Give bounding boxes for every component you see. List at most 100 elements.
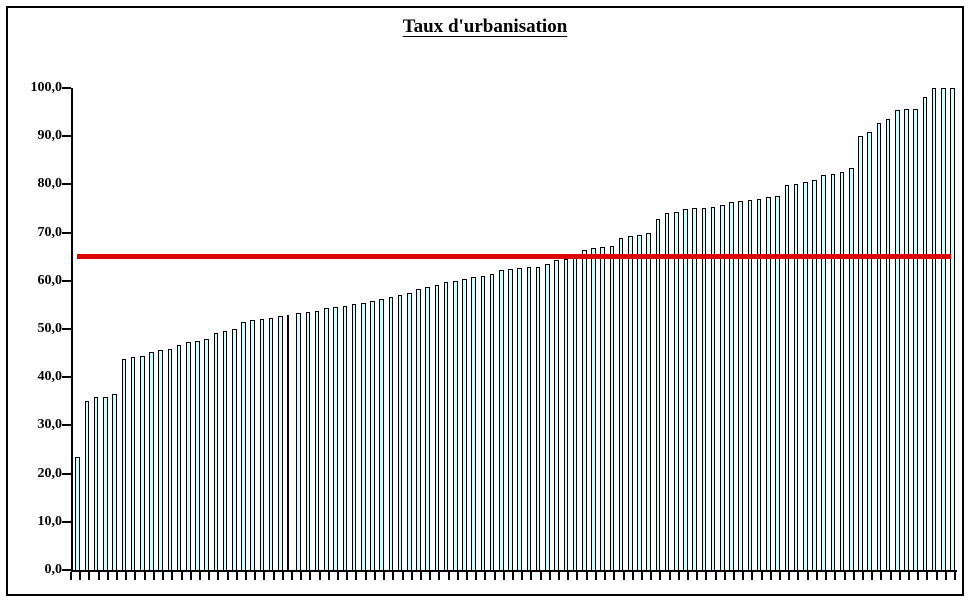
y-axis-tick-mark [62, 328, 71, 330]
x-axis-tick-mark [926, 572, 929, 580]
x-axis-tick-mark [493, 572, 496, 580]
x-axis-tick-mark [318, 572, 321, 580]
x-axis-tick-mark [447, 572, 450, 580]
x-axis-tick-mark [815, 572, 818, 580]
bar [149, 351, 154, 570]
bar [821, 175, 826, 570]
bar [416, 288, 421, 570]
bar [793, 184, 799, 570]
bar [701, 207, 707, 570]
bar [84, 401, 90, 570]
x-axis-tick-mark [567, 572, 570, 580]
x-axis-tick-mark [263, 572, 266, 580]
bar [895, 109, 900, 570]
x-axis-tick-mark [548, 572, 551, 580]
bar [406, 292, 412, 570]
bar [664, 213, 670, 570]
bar [627, 235, 633, 570]
bar [876, 123, 882, 570]
bar [462, 278, 467, 570]
bar [766, 197, 771, 570]
x-axis-tick-mark [594, 572, 597, 580]
x-axis-tick-mark [88, 572, 91, 580]
x-axis-tick-mark [217, 572, 220, 580]
bar [710, 206, 716, 570]
x-axis-tick-mark [419, 572, 422, 580]
x-axis-tick-mark [189, 572, 192, 580]
bar [581, 250, 587, 570]
x-axis-tick-mark [696, 572, 699, 580]
x-axis-tick-mark [539, 572, 542, 580]
x-axis-tick-mark [779, 572, 782, 580]
bar [232, 328, 237, 570]
bar [775, 196, 780, 570]
x-axis-tick-mark [281, 572, 284, 580]
x-axis-tick-mark [871, 572, 874, 580]
x-axis-tick-mark [355, 572, 358, 580]
x-axis-tick-mark [116, 572, 119, 580]
x-axis-tick-mark [714, 572, 717, 580]
bar [93, 397, 99, 570]
x-axis-tick-mark [622, 572, 625, 580]
x-axis-tick-mark [843, 572, 846, 580]
y-axis-tick-label: 0,0 [44, 562, 63, 577]
y-axis-tick-mark [62, 279, 71, 282]
x-axis-tick-mark [401, 572, 404, 580]
reference-line [77, 254, 951, 260]
y-axis-tick-label: 40,0 [37, 369, 63, 385]
x-axis-tick-mark [686, 572, 689, 580]
y-axis-tick-mark [62, 87, 71, 89]
bar [858, 135, 863, 570]
bar [480, 276, 486, 570]
bar [756, 198, 762, 570]
bar [121, 358, 127, 570]
chart-title: Taux d'urbanisation [0, 16, 970, 38]
x-axis-tick-mark [152, 572, 155, 580]
bar [314, 311, 320, 570]
bar [784, 185, 790, 570]
y-axis-tick-mark [62, 376, 71, 379]
x-axis-tick-mark [668, 572, 671, 580]
y-axis-tick-label: 60,0 [37, 272, 63, 288]
x-axis-tick-mark [429, 572, 432, 580]
x-axis-tick-mark [751, 572, 754, 580]
bar [213, 333, 219, 570]
bar [729, 201, 734, 570]
bar [112, 394, 117, 570]
bar [802, 182, 808, 570]
x-axis-tick-mark [134, 572, 137, 580]
y-axis-tick-label: 100,0 [30, 80, 63, 95]
x-axis-tick-mark [327, 572, 330, 580]
x-axis-tick-mark [235, 572, 238, 580]
x-axis-tick-mark [650, 572, 653, 580]
bar [324, 308, 329, 570]
x-axis-tick-mark [456, 572, 459, 580]
y-axis-tick-mark [62, 520, 71, 523]
x-axis-tick-mark [788, 572, 791, 580]
x-axis-tick-mark [825, 572, 828, 580]
bar [738, 201, 744, 570]
bar [250, 319, 256, 570]
y-axis-tick-label: 10,0 [37, 513, 63, 529]
bar [904, 109, 909, 570]
y-axis-tick-mark [62, 135, 71, 138]
bar [305, 312, 311, 570]
bar [268, 317, 274, 570]
x-axis-tick-mark [604, 572, 607, 580]
x-axis-tick-mark [392, 572, 395, 580]
bar [176, 344, 182, 570]
x-axis-tick-mark [106, 572, 109, 580]
x-axis-tick-mark [861, 572, 864, 580]
bar [75, 456, 81, 570]
y-axis-tick-label: 30,0 [37, 417, 63, 433]
x-axis-tick-mark [180, 572, 183, 580]
x-axis-tick-mark [484, 572, 487, 580]
bar [545, 264, 550, 570]
x-axis-tick-mark [907, 572, 910, 580]
x-axis-tick-mark [226, 572, 229, 580]
y-axis-tick-label: 80,0 [37, 176, 63, 192]
x-axis-tick-mark [162, 572, 165, 580]
x-axis-tick-mark [797, 572, 800, 580]
y-axis-tick-label: 50,0 [37, 321, 63, 336]
